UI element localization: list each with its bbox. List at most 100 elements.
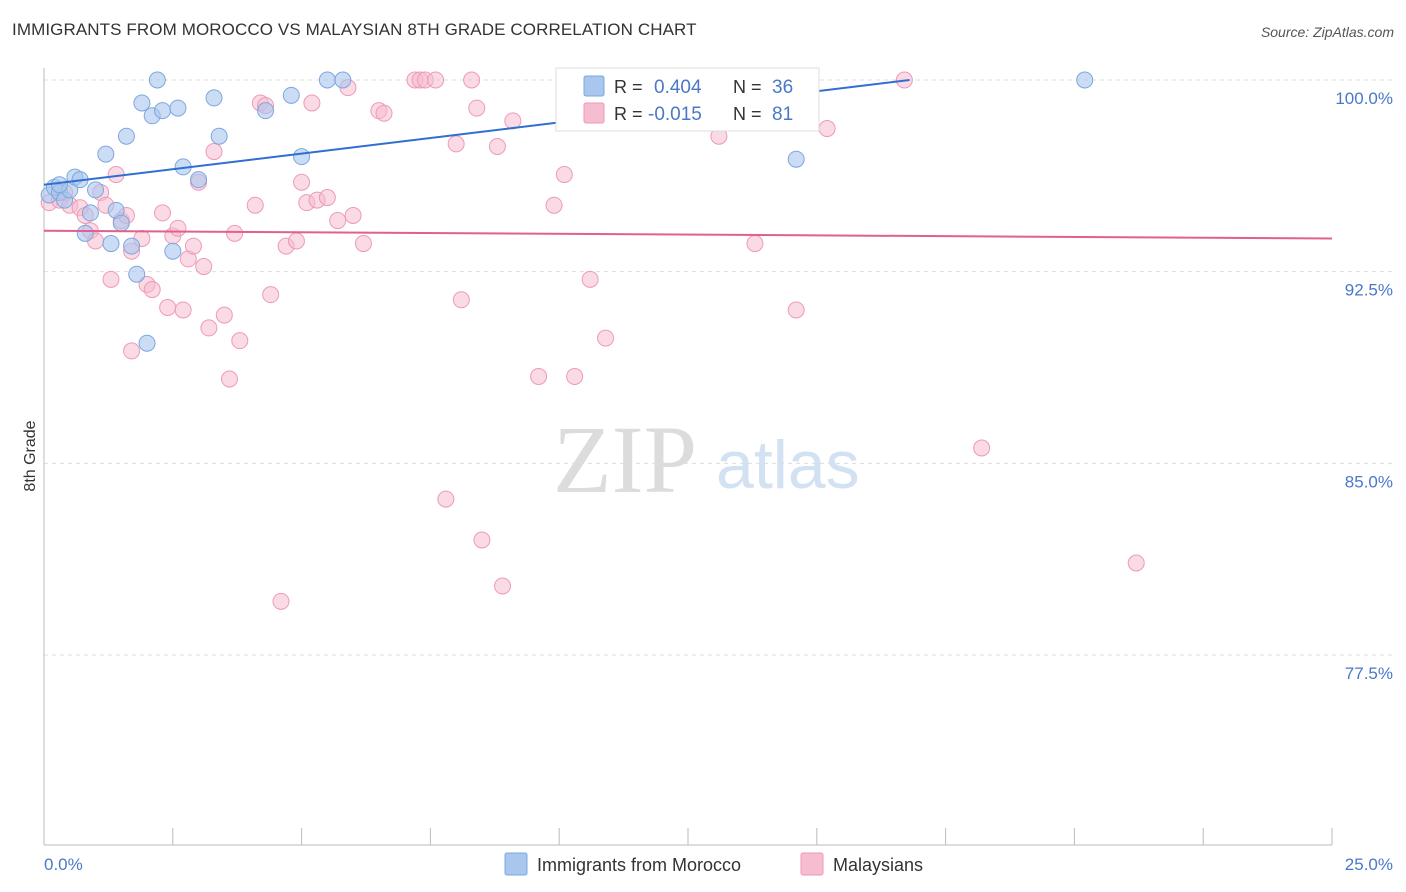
data-point-malaysians	[231, 332, 249, 350]
series-legend-swatch-pink	[800, 852, 824, 876]
data-point-malaysians	[318, 189, 336, 207]
data-point-malaysians	[555, 166, 573, 184]
data-point-malaysians	[143, 281, 161, 299]
source-credit: Source: ZipAtlas.com	[1260, 24, 1394, 40]
data-point-morocco	[97, 145, 115, 163]
data-point-malaysians	[463, 71, 481, 89]
data-point-morocco	[138, 334, 156, 352]
data-point-malaysians	[123, 342, 141, 360]
data-point-morocco	[87, 181, 105, 199]
data-point-morocco	[50, 176, 68, 194]
data-point-morocco	[318, 71, 336, 89]
legend-swatch-blue	[583, 75, 605, 97]
data-point-malaysians	[159, 298, 177, 316]
data-point-malaysians	[437, 490, 455, 508]
data-point-morocco	[76, 224, 94, 242]
legend-r-value-2: -0.015	[648, 104, 702, 125]
data-point-morocco	[210, 127, 228, 145]
data-point-malaysians	[287, 232, 305, 250]
stats-legend: R = 0.404 N = 36 R = -0.015 N = 81	[555, 67, 820, 132]
data-point-malaysians	[488, 137, 506, 155]
data-point-morocco	[133, 94, 151, 112]
data-point-malaysians	[153, 204, 171, 222]
data-point-malaysians	[452, 291, 470, 309]
y-tick-labels: 77.5% 85.0% 92.5% 100.0%	[1335, 89, 1393, 683]
data-point-morocco	[148, 71, 166, 89]
watermark-zip: ZIP	[553, 406, 697, 513]
data-point-malaysians	[169, 219, 187, 237]
legend-swatch-pink	[583, 102, 605, 124]
series-legend: Immigrants from Morocco Malaysians	[504, 852, 923, 876]
series-legend-swatch-blue	[504, 852, 528, 876]
trend-line-malaysians	[43, 229, 1333, 240]
chart-title: IMMIGRANTS FROM MOROCCO VS MALAYSIAN 8TH…	[12, 20, 697, 39]
data-point-malaysians	[746, 235, 764, 253]
legend-n-label-2: N =	[733, 104, 762, 124]
data-point-malaysians	[293, 173, 311, 191]
grid-lines	[44, 79, 1394, 656]
data-point-malaysians	[200, 319, 218, 337]
data-point-morocco	[102, 235, 120, 253]
data-point-malaysians	[494, 577, 512, 595]
series-legend-label-morocco: Immigrants from Morocco	[537, 855, 741, 875]
x-tick-label-start: 0.0%	[44, 855, 83, 874]
data-point-malaysians	[375, 104, 393, 122]
data-point-malaysians	[581, 270, 599, 288]
data-point-malaysians	[272, 592, 290, 610]
data-point-malaysians	[329, 212, 347, 230]
data-point-morocco	[282, 86, 300, 104]
data-point-malaysians	[468, 99, 486, 117]
watermark: ZIP atlas	[553, 406, 860, 513]
data-point-malaysians	[530, 367, 548, 385]
data-point-malaysians	[473, 531, 491, 549]
data-point-morocco	[123, 237, 141, 255]
data-point-malaysians	[787, 301, 805, 319]
data-point-malaysians	[973, 439, 991, 457]
data-point-malaysians	[818, 120, 836, 138]
data-point-malaysians	[246, 196, 264, 214]
data-point-morocco	[112, 214, 130, 232]
data-point-malaysians	[226, 224, 244, 242]
data-point-malaysians	[597, 329, 615, 347]
legend-r-label-2: R =	[614, 104, 643, 124]
data-point-malaysians	[447, 135, 465, 153]
data-point-malaysians	[1127, 554, 1145, 572]
data-point-morocco	[334, 71, 352, 89]
data-point-morocco	[787, 150, 805, 168]
data-point-morocco	[153, 102, 171, 120]
data-point-malaysians	[262, 286, 280, 304]
data-point-malaysians	[184, 237, 202, 255]
data-point-morocco	[117, 127, 135, 145]
data-point-morocco	[257, 102, 275, 120]
data-point-morocco	[1076, 71, 1094, 89]
y-tick-label: 77.5%	[1345, 664, 1393, 683]
data-point-morocco	[81, 204, 99, 222]
legend-n-label-1: N =	[733, 77, 762, 97]
data-point-morocco	[164, 242, 182, 260]
legend-r-value-1: 0.404	[654, 77, 702, 98]
data-point-morocco	[190, 171, 208, 189]
data-point-malaysians	[354, 235, 372, 253]
y-tick-label: 85.0%	[1345, 472, 1393, 491]
data-point-malaysians	[174, 301, 192, 319]
x-tick-label-end: 25.0%	[1345, 855, 1393, 874]
data-point-malaysians	[215, 306, 233, 324]
watermark-atlas: atlas	[716, 427, 860, 503]
data-point-morocco	[205, 89, 223, 107]
series-malaysians	[40, 71, 1145, 610]
y-tick-label: 100.0%	[1335, 89, 1393, 108]
series-legend-label-malaysians: Malaysians	[833, 855, 923, 875]
data-point-malaysians	[566, 367, 584, 385]
legend-n-value-1: 36	[772, 77, 793, 98]
y-axis-label: 8th Grade	[22, 420, 39, 491]
data-point-morocco	[128, 265, 146, 283]
data-point-malaysians	[344, 206, 362, 224]
legend-r-label-1: R =	[614, 77, 643, 97]
data-point-morocco	[169, 99, 187, 117]
data-point-morocco	[293, 148, 311, 166]
data-point-malaysians	[545, 196, 563, 214]
data-point-malaysians	[303, 94, 321, 112]
x-tick-labels: 0.0% 25.0%	[44, 855, 1393, 874]
axes	[43, 68, 1333, 846]
data-point-malaysians	[427, 71, 445, 89]
